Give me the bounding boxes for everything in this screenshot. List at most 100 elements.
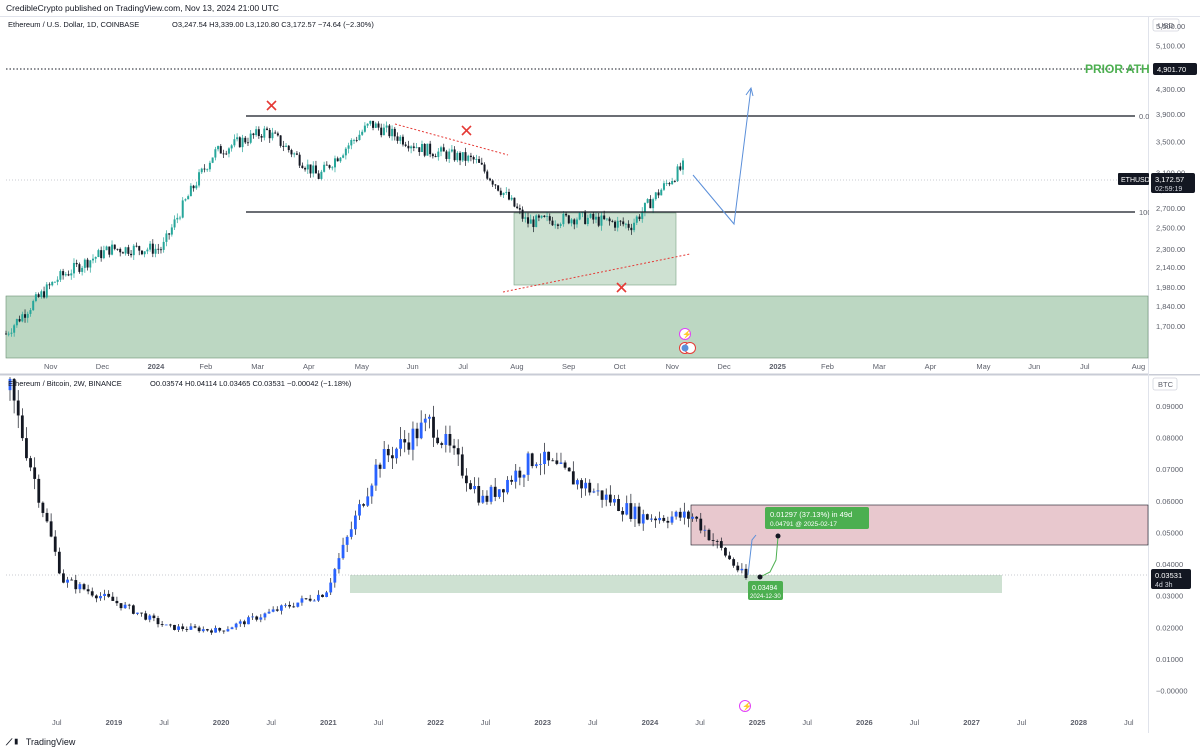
footer-brand[interactable]: TradingView	[25, 737, 76, 747]
top-x-tick-label: Aug	[510, 362, 523, 371]
eth-btc-candle	[481, 490, 485, 504]
bottom-x-tick-label: Jul	[1124, 718, 1134, 727]
eth-usd-candle	[502, 192, 505, 199]
bottom-x-tick-label: Jul	[481, 718, 491, 727]
eth-usd-candle	[589, 213, 592, 219]
eth-usd-candle	[282, 140, 285, 152]
eth-usd-candle	[423, 143, 426, 158]
eth-usd-candle	[331, 166, 334, 171]
eth-usd-candle	[412, 142, 415, 152]
eth-usd-candle	[448, 148, 451, 163]
eth-usd-panel[interactable]: Ethereum / U.S. Dollar, 1D, COINBASE O3,…	[5, 17, 1200, 374]
top-y-tick-label: 2,140.00	[1156, 263, 1185, 272]
top-y-tick-label: 3,500.00	[1156, 138, 1185, 147]
eth-usd-candle	[203, 164, 206, 173]
eth-btc-candle	[156, 615, 160, 628]
eth-usd-candle	[374, 121, 377, 129]
event-icon-flag[interactable]	[679, 342, 696, 354]
eth-usd-candle	[15, 318, 18, 328]
eth-usd-candle	[597, 213, 600, 228]
svg-text:⚡: ⚡	[742, 701, 752, 711]
eth-btc-candle	[485, 490, 489, 505]
eth-btc-candle	[617, 494, 620, 512]
eth-btc-candle	[16, 390, 20, 429]
level-bottom-label: 100	[1139, 208, 1152, 217]
eth-usd-candle	[249, 129, 252, 145]
eth-usd-candle	[622, 217, 625, 227]
top-x-axis[interactable]: Nov Dec 2024 Feb Mar Apr May Jun Jul Aug Sep Oct Nov…	[44, 362, 1145, 371]
eth-btc-candle	[304, 598, 308, 601]
eth-btc-candle	[45, 508, 49, 523]
eth-btc-candle	[584, 478, 588, 496]
eth-usd-candle	[382, 123, 385, 136]
bottom-x-tick-label: 2022	[427, 718, 444, 727]
bottom-x-tick-label: 2024	[642, 718, 660, 727]
eth-usd-candle	[445, 149, 448, 162]
eth-usd-candle	[287, 144, 290, 153]
top-y-tick-label: 3,900.00	[1156, 110, 1185, 119]
eth-usd-candle	[108, 246, 111, 258]
bottom-x-tick-label: 2026	[856, 718, 873, 727]
eth-usd-candle	[426, 143, 429, 156]
eth-btc-candle	[284, 603, 287, 608]
top-x-tick-label: May	[976, 362, 990, 371]
eth-btc-candle	[107, 590, 111, 598]
eth-btc-candle	[329, 577, 333, 596]
eth-usd-candle	[469, 152, 472, 162]
eth-usd-candle	[614, 220, 617, 231]
eth-usd-candle	[521, 206, 524, 222]
top-x-tick-label: Oct	[614, 362, 627, 371]
svg-text:3,172.57: 3,172.57	[1155, 175, 1184, 184]
eth-usd-candle	[497, 185, 500, 192]
publish-header: CredibleCrypto published on TradingView.…	[0, 0, 1200, 16]
eth-usd-candle	[682, 158, 684, 175]
eth-usd-candle	[676, 164, 679, 183]
eth-usd-candle	[344, 147, 347, 160]
eth-btc-panel[interactable]: 0.01297 (37.13%) in 49d 0.04791 @ 2025-0…	[6, 376, 1200, 733]
eth-usd-candle	[124, 246, 127, 256]
event-icon-lightning[interactable]: ⚡	[679, 328, 692, 340]
eth-usd-candle	[246, 137, 249, 146]
eth-usd-candle	[21, 311, 24, 323]
eth-usd-candle	[450, 144, 453, 153]
eth-btc-candle	[629, 493, 633, 522]
eth-usd-candle	[358, 130, 361, 141]
eth-usd-candle	[363, 122, 366, 133]
eth-btc-candle	[678, 507, 682, 522]
event-icon-lightning-btc[interactable]: ⚡	[739, 700, 752, 712]
eth-usd-candle	[377, 121, 380, 131]
eth-usd-candle	[301, 162, 304, 169]
measure-path	[759, 536, 779, 578]
eth-btc-candle	[740, 563, 744, 574]
bottom-x-axis[interactable]: Jul 2019 Jul 2020 Jul 2021 Jul 2022 Jul 2023 Jul 20…	[52, 718, 1134, 727]
tradingview-logo-icon[interactable]: ⟋▮	[6, 737, 20, 747]
eth-usd-candle	[442, 143, 445, 152]
top-y-tick-label: 5,500.00	[1156, 22, 1185, 31]
eth-btc-candle	[633, 503, 637, 527]
eth-usd-candle	[45, 282, 48, 299]
measure-entry-dot	[757, 574, 763, 580]
eth-btc-candle	[366, 487, 370, 507]
eth-usd-candle	[298, 152, 301, 168]
eth-usd-candle	[652, 197, 655, 214]
eth-btc-candle	[131, 604, 135, 615]
eth-usd-candle	[434, 153, 437, 158]
eth-usd-candle	[546, 212, 549, 222]
eth-usd-candle	[532, 216, 535, 233]
eth-btc-candle	[349, 521, 353, 540]
eth-usd-candle	[29, 307, 32, 317]
bottom-x-tick-label: 2025	[749, 718, 766, 727]
eth-usd-candle	[649, 195, 652, 209]
bottom-y-tick-label: 0.01000	[1156, 655, 1183, 664]
eth-usd-candle	[372, 120, 375, 131]
eth-btc-candle	[353, 510, 357, 535]
bottom-y-axis[interactable]: 0.09000 0.08000 0.07000 0.06000 0.05000 0.040…	[1156, 402, 1188, 696]
eth-usd-candle	[673, 179, 676, 183]
eth-btc-candle	[193, 623, 197, 629]
eth-btc-candle	[288, 601, 291, 609]
eth-btc-candle	[308, 594, 312, 602]
eth-usd-candle	[646, 198, 649, 204]
eth-usd-candle	[671, 177, 674, 185]
eth-usd-candle	[241, 134, 244, 153]
